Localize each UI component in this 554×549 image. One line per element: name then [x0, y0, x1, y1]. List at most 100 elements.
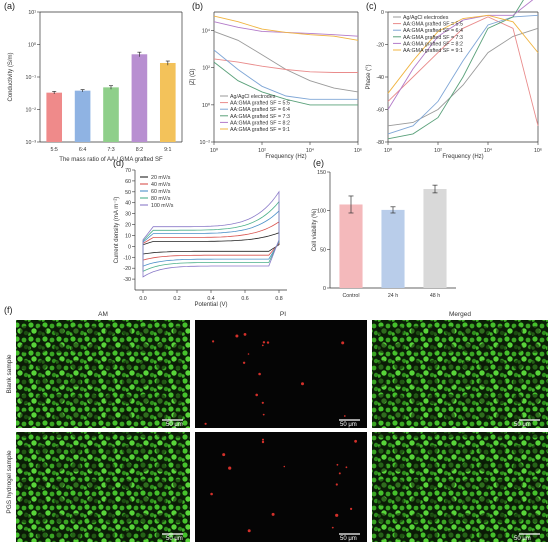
chart-a-ytick-label: 10⁻³ [26, 140, 37, 146]
xtick-label: 0.6 [241, 296, 248, 302]
dead-cell-dot [336, 463, 339, 466]
chart-a-ylabel: Conductivity (S/m) [8, 52, 14, 101]
ytick-label: 150 [317, 170, 326, 176]
micrograph-am-pgs: 50 μm [16, 432, 190, 542]
chart-e-xtick-label: 24 h [388, 293, 398, 299]
ytick-label: -60 [376, 108, 384, 114]
series-line [387, 0, 534, 110]
panel-label-c: (c) [366, 1, 377, 11]
cv-curve [142, 190, 280, 278]
ytick-label: 50 [320, 247, 326, 253]
micrograph-pi-pgs: 50 μm [195, 432, 367, 542]
scale-bar-label: 50 μm [514, 422, 531, 428]
chart-a-xtick-label: 5:5 [51, 147, 58, 153]
dead-cell-dot [331, 526, 334, 529]
dead-cell-dot [247, 529, 251, 533]
panel-label-b: (b) [192, 1, 203, 11]
legend-label: 80 mV/s [151, 196, 171, 202]
dead-cell-dot [258, 372, 261, 376]
chart-e-bar [381, 209, 405, 288]
scale-bar-label: 50 μm [340, 422, 357, 428]
panel-label-a: (a) [4, 1, 15, 11]
ytick-label: 50 [125, 190, 131, 196]
column-title-merged: Merged [449, 311, 471, 318]
xtick-label: 0.8 [275, 296, 282, 302]
legend-label: AA:GMA grafted SF = 9:1 [403, 48, 463, 54]
dead-cell-dot [261, 440, 265, 444]
dead-cell-dot [261, 401, 264, 404]
ytick-label: -20 [123, 266, 131, 272]
xtick-label: 10⁶ [534, 148, 542, 154]
chart-a-ytick-label: 10⁻¹ [26, 75, 37, 81]
chart-d-xlabel: Potential (V) [194, 302, 227, 308]
cv-curve [142, 221, 280, 261]
row-title-pgs: PGS hydrogel sample [6, 450, 13, 514]
micrograph-grid: AM PI Merged Blank sample PGS hydrogel s… [6, 311, 548, 542]
cv-curve [142, 232, 280, 255]
chart-b: 10⁰ 10² 10⁴ 10⁶ 10⁻² 10⁰ 10² 10⁴ Ag/AgCl electr… [190, 11, 362, 160]
xtick-label: 0.4 [207, 296, 214, 302]
chart-d: 0.0 0.2 0.4 0.6 0.8-30-20-10010203040506070 … [114, 168, 287, 308]
chart-a-ytick-label: 10⁰ [28, 43, 36, 49]
xtick-label: 0.0 [139, 296, 146, 302]
dead-cell-dot [271, 512, 275, 516]
xtick-label: 10⁶ [354, 148, 362, 154]
dead-cell-dot [283, 465, 286, 468]
scale-bar-label: 50 μm [340, 536, 357, 542]
ytick-label: 0 [128, 244, 131, 250]
series-line [387, 0, 524, 140]
legend-label: Ag/AgCl electrodes [403, 15, 449, 21]
dead-cell-dot [345, 466, 348, 469]
series-line [387, 16, 539, 126]
dead-cell-dot [338, 472, 341, 475]
series-line [387, 27, 539, 127]
legend-label: 60 mV/s [151, 189, 171, 195]
micrograph-merged-blank: 50 μm [372, 320, 548, 428]
ytick-label: 10⁴ [202, 29, 211, 35]
ytick-label: 0 [323, 286, 326, 292]
column-title-pi: PI [280, 311, 286, 318]
panel-label-d: (d) [113, 158, 124, 168]
ytick-label: 30 [125, 212, 131, 218]
ytick-label: 10² [202, 66, 210, 72]
chart-c: 10⁰ 10² 10⁴ 10⁶ 0 -20 -40 -60 -80 Ag/AgCl electr… [366, 0, 542, 160]
ytick-label: -40 [376, 75, 384, 81]
ytick-label: 20 [125, 223, 131, 229]
ytick-label: 40 [125, 201, 131, 207]
legend-label: 20 mV/s [151, 175, 171, 181]
column-title-am: AM [98, 311, 108, 318]
scale-bar-label: 50 μm [166, 422, 183, 428]
chart-e-bar [339, 204, 363, 288]
dead-cell-dot [212, 340, 215, 343]
xtick-label: 10² [434, 148, 442, 154]
ytick-label: 60 [125, 179, 131, 185]
chart-b-xlabel: Frequency (Hz) [265, 154, 306, 160]
chart-a-bar [131, 54, 148, 142]
chart-a: 10⁻³ 10⁻² 10⁻¹ 10⁰ 10¹ 5:5 6:4 7:3 8:2 9:1 Condu… [8, 10, 183, 163]
scale-bar-label: 50 μm [514, 536, 531, 542]
chart-e: 0 50 100 150 Control 24 h 48 h Cell viability… [312, 170, 456, 299]
dead-cell-dot [354, 439, 357, 443]
legend-label: Ag/AgCl electrodes [230, 94, 276, 100]
dead-cell-dot [266, 341, 270, 344]
chart-a-bar [46, 92, 63, 142]
chart-c-xlabel: Frequency (Hz) [442, 154, 483, 160]
cv-curve [142, 200, 280, 273]
dead-cell-dot [301, 382, 304, 386]
legend-label: AA:GMA grafted SF = 9:1 [230, 127, 290, 133]
dead-cell-dot [335, 513, 339, 517]
dead-cell-dot [243, 333, 247, 336]
legend-label: AA:GMA grafted SF = 8:2 [230, 120, 290, 126]
row-title-blank: Blank sample [6, 354, 13, 393]
chart-a-xtick-label: 6:4 [79, 147, 86, 153]
series-line [387, 14, 539, 94]
legend-label: AA:GMA grafted SF = 6:4 [230, 107, 290, 113]
xtick-label: 0.2 [173, 296, 180, 302]
legend-label: AA:GMA grafted SF = 5:5 [403, 22, 463, 28]
dead-cell-dot [350, 507, 353, 510]
series-line [213, 21, 359, 37]
ytick-label: 10 [125, 233, 131, 239]
chart-a-bar [103, 87, 119, 142]
ytick-label: -80 [376, 140, 384, 146]
